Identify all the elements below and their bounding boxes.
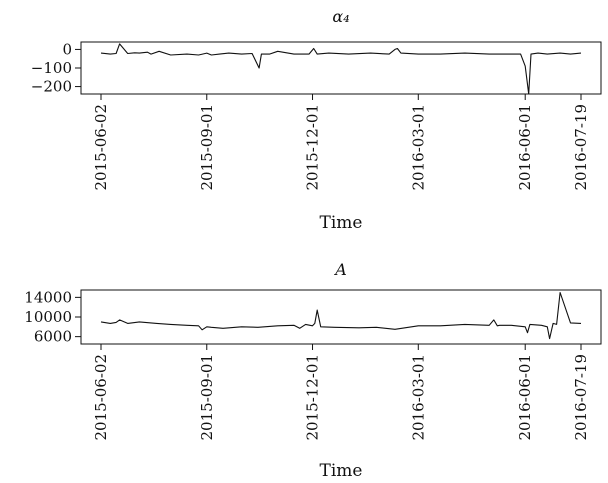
x-axis-label: Time bbox=[320, 461, 363, 481]
x-tick-label: 2015-12-01 bbox=[304, 104, 322, 190]
chart-title: A bbox=[333, 260, 347, 279]
x-tick-label: 2015-09-01 bbox=[198, 354, 216, 440]
plot-frame bbox=[80, 289, 602, 345]
plot-frame bbox=[80, 41, 602, 95]
chart-panel-A: A 2015-06-02 2015-09-01 2015-12-01 2016-03-… bbox=[24, 260, 602, 481]
x-tick-label: 2016-06-01 bbox=[516, 354, 534, 440]
chart-title: α₄ bbox=[332, 7, 349, 26]
x-tick-label: 2015-12-01 bbox=[304, 354, 322, 440]
y-tick-label: 6000 bbox=[34, 328, 72, 346]
chart-panel-alpha4: α₄ 2015-06-02 2015-09-01 2015-12-01 2016-03… bbox=[31, 7, 602, 233]
x-tick-label: 2015-09-01 bbox=[198, 104, 216, 190]
y-ticks: 0−100−200 bbox=[31, 40, 81, 96]
x-ticks: 2015-06-02 2015-09-01 2015-12-01 2016-03-01… bbox=[92, 344, 590, 440]
series-line bbox=[100, 43, 582, 95]
series-line bbox=[100, 291, 582, 340]
x-tick-label: 2016-07-19 bbox=[572, 104, 590, 190]
x-tick-label: 2016-06-01 bbox=[516, 104, 534, 190]
x-tick-label: 2016-03-01 bbox=[409, 104, 427, 190]
y-tick-label: 10000 bbox=[24, 308, 72, 326]
y-tick-label: −100 bbox=[31, 59, 72, 77]
y-tick-label: −200 bbox=[31, 78, 72, 96]
y-ticks: 14000 10000 6000 bbox=[24, 288, 81, 346]
y-tick-label: 0 bbox=[62, 40, 72, 58]
y-tick-label: 14000 bbox=[24, 288, 72, 306]
x-axis-label: Time bbox=[320, 213, 363, 233]
x-ticks: 2015-06-02 2015-09-01 2015-12-01 2016-03-01… bbox=[92, 94, 590, 190]
x-tick-label: 2015-06-02 bbox=[92, 354, 110, 440]
x-tick-label: 2016-03-01 bbox=[409, 354, 427, 440]
x-tick-label: 2016-07-19 bbox=[572, 354, 590, 440]
x-tick-label: 2015-06-02 bbox=[92, 104, 110, 190]
